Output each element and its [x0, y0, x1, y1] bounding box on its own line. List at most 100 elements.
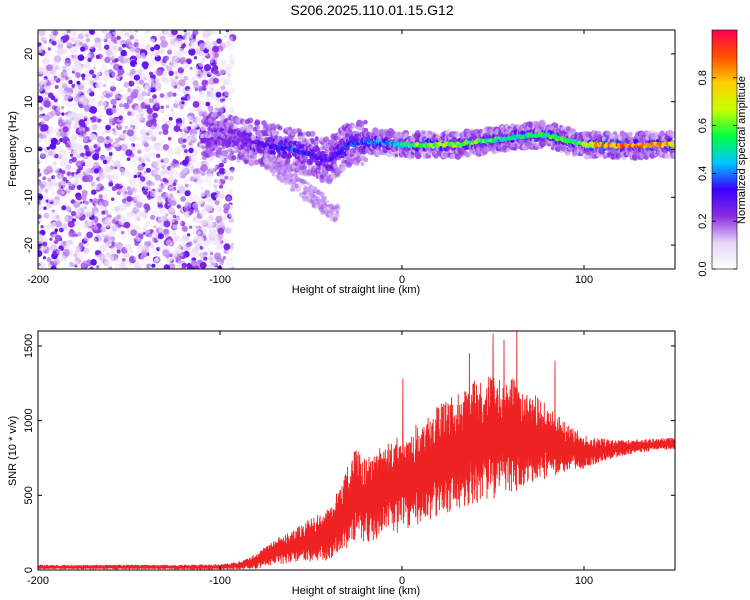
noise-blob	[205, 195, 213, 203]
noise-blob	[94, 41, 102, 49]
noise-blob	[49, 237, 53, 241]
noise-blob	[155, 242, 159, 246]
noise-blob	[85, 174, 94, 183]
noise-blob	[199, 261, 207, 269]
noise-blob	[102, 83, 107, 88]
noise-blob	[85, 151, 91, 157]
noise-blob	[88, 78, 94, 84]
noise-blob	[46, 165, 53, 172]
noise-blob	[223, 243, 231, 251]
noise-blob	[38, 221, 41, 225]
noise-blob	[133, 255, 139, 261]
noise-blob	[205, 264, 213, 269]
noise-blob	[147, 133, 156, 141]
noise-blob	[227, 257, 234, 264]
noise-blob	[76, 232, 82, 238]
noise-blob	[172, 214, 177, 219]
noise-blob	[189, 66, 193, 70]
noise-blob	[44, 194, 48, 198]
noise-blob	[74, 257, 82, 265]
ridge-halo-blob	[553, 123, 559, 129]
noise-blob	[146, 76, 152, 82]
noise-blob	[160, 207, 167, 214]
noise-blob	[70, 210, 77, 217]
noise-blob	[60, 240, 67, 247]
noise-blob	[130, 81, 134, 86]
noise-blob	[150, 160, 159, 169]
noise-blob	[191, 194, 199, 202]
noise-blob	[62, 126, 69, 133]
noise-blob	[160, 105, 164, 110]
noise-blob	[99, 244, 107, 252]
noise-blob	[178, 221, 183, 226]
noise-blob	[174, 37, 178, 42]
noise-blob	[165, 213, 169, 217]
noise-blob	[75, 207, 82, 214]
noise-blob	[183, 40, 187, 44]
noise-blob	[86, 53, 91, 58]
noise-blob	[57, 144, 61, 148]
noise-blob	[135, 143, 141, 148]
noise-blob	[95, 57, 102, 64]
noise-blob	[111, 173, 118, 180]
noise-blob	[71, 134, 78, 140]
noise-blob	[119, 233, 127, 241]
noise-blob	[141, 61, 149, 69]
noise-blob	[183, 203, 188, 208]
noise-blob	[54, 65, 60, 71]
noise-blob	[163, 31, 168, 36]
noise-blob	[144, 184, 149, 189]
noise-blob	[136, 45, 140, 49]
noise-blob	[52, 161, 57, 166]
noise-blob	[165, 192, 171, 198]
noise-blob	[150, 38, 155, 43]
noise-blob	[136, 149, 142, 154]
noise-blob	[120, 230, 125, 235]
noise-blob	[40, 153, 46, 159]
noise-blob	[162, 65, 167, 70]
noise-blob	[120, 49, 127, 57]
noise-blob	[131, 125, 136, 130]
noise-blob	[206, 45, 211, 50]
noise-blob	[77, 143, 81, 147]
noise-blob	[168, 206, 175, 213]
noise-blob	[59, 81, 65, 87]
noise-blob	[76, 80, 81, 85]
noise-blob	[119, 162, 124, 166]
noise-blob	[56, 184, 61, 189]
noise-blob	[213, 187, 218, 192]
noise-blob	[38, 105, 45, 113]
noise-blob	[215, 101, 222, 108]
noise-blob	[187, 126, 192, 131]
noise-blob	[112, 161, 116, 165]
noise-blob	[121, 259, 126, 264]
noise-blob	[75, 93, 81, 99]
noise-blob	[175, 151, 179, 155]
noise-blob	[226, 226, 234, 234]
noise-blob	[51, 191, 55, 195]
noise-blob	[153, 257, 160, 264]
noise-blob	[63, 262, 67, 266]
noise-blob	[214, 179, 222, 187]
noise-blob	[205, 83, 212, 91]
noise-blob	[85, 37, 91, 43]
noise-blob	[108, 243, 112, 247]
noise-blob	[168, 110, 176, 118]
noise-blob	[172, 224, 178, 229]
noise-blob	[156, 256, 162, 262]
noise-blob	[145, 220, 151, 225]
ridge-halo-blob	[247, 117, 254, 124]
noise-blob	[128, 88, 133, 93]
ridge-halo-blob	[203, 111, 208, 116]
noise-blob	[136, 201, 143, 208]
noise-blob	[71, 156, 77, 163]
ridge-halo-blob	[363, 119, 368, 125]
noise-blob	[161, 77, 167, 82]
noise-blob	[196, 230, 202, 236]
noise-blob	[92, 66, 96, 70]
noise-blob	[154, 52, 160, 57]
noise-blob	[129, 35, 135, 40]
noise-blob	[224, 175, 229, 180]
noise-blob	[118, 115, 123, 120]
